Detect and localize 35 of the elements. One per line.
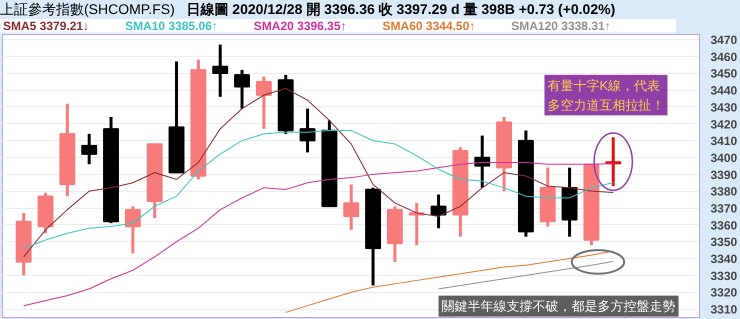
y-tick-label: 3430 <box>710 100 738 114</box>
candlestick <box>124 206 141 254</box>
y-tick-label: 3420 <box>710 117 738 132</box>
y-tick-label: 3470 <box>710 33 738 48</box>
y-tick-label: 3370 <box>710 202 738 216</box>
y-tick-label: 3410 <box>710 134 738 148</box>
y-tick-label: 3440 <box>710 84 738 98</box>
line-series <box>438 260 614 290</box>
text: SMA10 3385.06↑ <box>125 19 218 33</box>
y-tick-label: 3320 <box>710 286 738 300</box>
candlestick <box>343 184 360 230</box>
chart-subtitle: 日線圖 2020/12/28 開 3396.36 收 3397.29 d 量 398B +0.73 (+0.02%) <box>186 1 616 17</box>
y-tick-label: 3450 <box>710 66 738 81</box>
annotation: 有量十字K線，代表多空力道互相拉扯！ <box>547 78 664 112</box>
y-tick-label: 3400 <box>710 150 738 165</box>
y-tick-label: 3380 <box>710 184 738 199</box>
text: SMA60 3344.50↑ <box>382 19 476 33</box>
y-tick-label: 3360 <box>710 218 738 232</box>
candlestick <box>234 70 250 109</box>
y-tick-label: 3460 <box>710 50 738 64</box>
candlestick <box>212 44 228 97</box>
y-tick-label: 3390 <box>710 168 738 182</box>
y-tick-label: 3340 <box>710 252 738 266</box>
y-tick-label: 3350 <box>710 235 738 250</box>
candlestick <box>81 134 98 164</box>
chart-title: 上証參考指數(SHCOMP.FS) <box>0 1 175 17</box>
candlestick <box>430 194 447 228</box>
text: SMA20 3396.35↑ <box>254 19 347 33</box>
text: SMA120 3338.31↑ <box>511 19 611 33</box>
y-tick-label: 3330 <box>710 268 738 283</box>
candlestick <box>256 76 272 129</box>
y-tick-label: 3310 <box>710 302 738 317</box>
candlestick <box>300 108 316 152</box>
text: SMA5 3379.21↓ <box>3 19 90 33</box>
annotation: 關鍵半年線支撐不破，都是多方控盤走勢 <box>442 298 676 314</box>
